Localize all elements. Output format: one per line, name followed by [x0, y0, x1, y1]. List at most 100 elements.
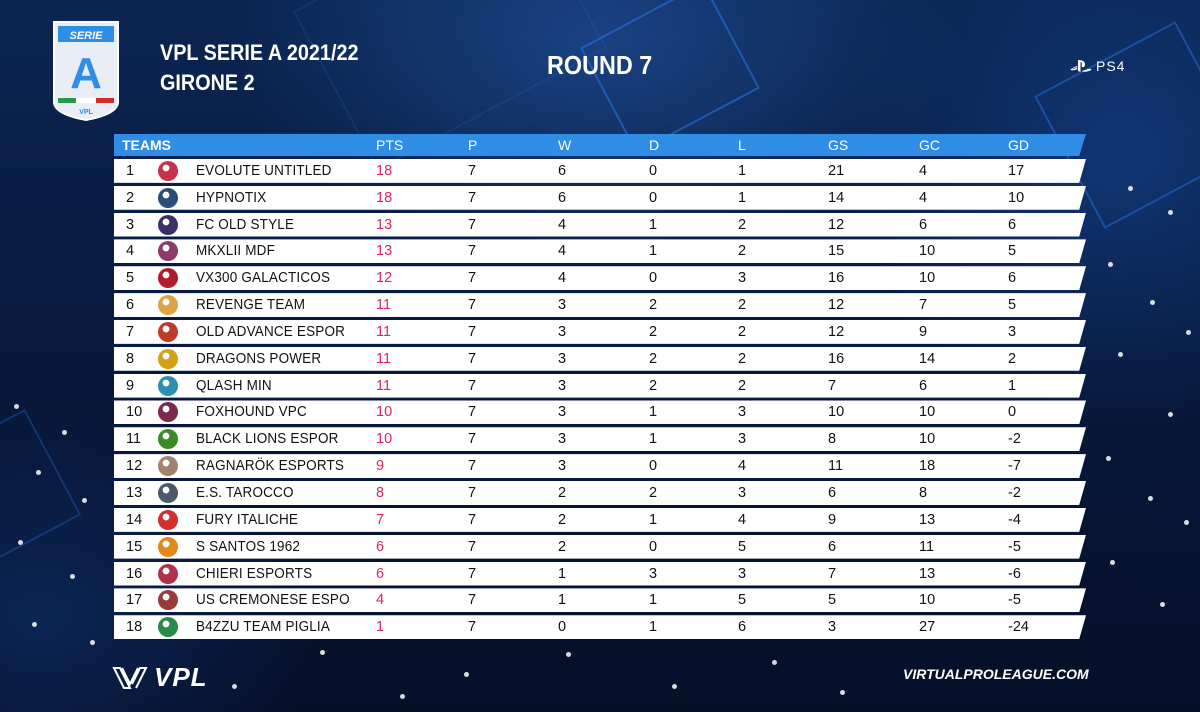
star-dot [772, 660, 777, 665]
cell-gs: 7 [828, 565, 837, 582]
website-label: VIRTUALPROLEAGUE.COM [903, 666, 1089, 682]
team-crest-icon [158, 241, 178, 262]
column-header-p: P [468, 137, 478, 153]
cell-d: 2 [649, 484, 658, 501]
cell-pts: 6 [376, 538, 385, 555]
table-row: 4 MKXLII MDF 13 7 4 1 2 15 10 5 [114, 239, 1086, 264]
cell-gc: 4 [919, 162, 928, 179]
title-block: VPL SERIE A 2021/22 GIRONE 2 [160, 38, 358, 98]
row-position: 8 [126, 350, 135, 367]
cell-w: 3 [558, 458, 567, 475]
star-dot [400, 694, 405, 699]
team-name: B4ZZU TEAM PIGLIA [196, 619, 331, 636]
table-header: TEAMS PTS P W D L GS GC GD [114, 134, 1086, 156]
cell-p: 7 [468, 350, 477, 367]
column-header-gc: GC [919, 137, 940, 153]
cell-gs: 14 [828, 189, 845, 206]
table-row: 5 VX300 GALACTICOS 12 7 4 0 3 16 10 6 [114, 266, 1086, 291]
column-header-w: W [558, 137, 572, 153]
star-dot [232, 684, 237, 689]
row-position: 13 [126, 484, 143, 501]
column-header-gd: GD [1008, 137, 1029, 153]
cell-p: 7 [468, 538, 477, 555]
cell-w: 0 [558, 619, 567, 636]
row-position: 1 [126, 162, 135, 179]
cell-gs: 16 [828, 270, 845, 287]
team-name: MKXLII MDF [196, 243, 276, 260]
row-position: 4 [126, 243, 135, 260]
cell-w: 1 [558, 592, 567, 609]
team-crest-icon [158, 268, 178, 289]
platform-badge: PS4 [1070, 58, 1125, 74]
table-body: 1 EVOLUTE UNTITLED 18 7 6 0 1 21 4 17 2 HYPNOTIX 18 7… [114, 158, 1086, 640]
column-header-pts: PTS [376, 137, 404, 153]
team-name: RAGNARÖK ESPORTS [196, 458, 345, 475]
cell-w: 6 [558, 189, 567, 206]
cell-l: 3 [738, 404, 747, 421]
team-crest-icon [158, 348, 178, 369]
star-dot [14, 404, 19, 409]
column-header-gs: GS [828, 137, 849, 153]
cell-pts: 18 [376, 189, 393, 206]
cell-pts: 10 [376, 404, 393, 421]
star-dot [1108, 262, 1113, 267]
team-crest-icon [158, 214, 178, 235]
star-dot [672, 684, 677, 689]
cell-gd: 5 [1008, 243, 1017, 260]
cell-pts: 6 [376, 565, 385, 582]
cell-gc: 4 [919, 189, 928, 206]
cell-p: 7 [468, 458, 477, 475]
cell-gd: 5 [1008, 297, 1017, 314]
table-row: 3 FC OLD STYLE 13 7 4 1 2 12 6 6 [114, 212, 1086, 237]
cell-gd: 2 [1008, 350, 1017, 367]
row-position: 7 [126, 323, 135, 340]
star-dot [70, 574, 75, 579]
cell-gs: 6 [828, 538, 837, 555]
cell-gs: 9 [828, 511, 837, 528]
table-row: 2 HYPNOTIX 18 7 6 0 1 14 4 10 [114, 185, 1086, 210]
star-dot [1168, 210, 1173, 215]
cell-p: 7 [468, 297, 477, 314]
cell-pts: 7 [376, 511, 385, 528]
team-name: FC OLD STYLE [196, 216, 295, 233]
cell-d: 2 [649, 377, 658, 394]
star-dot [1168, 412, 1173, 417]
team-name: DRAGONS POWER [196, 350, 322, 367]
cell-gs: 12 [828, 297, 845, 314]
cell-gs: 6 [828, 484, 837, 501]
cell-w: 3 [558, 323, 567, 340]
team-crest-icon [158, 402, 178, 423]
vpl-logo: VPL [112, 662, 208, 693]
cell-w: 3 [558, 297, 567, 314]
cell-pts: 1 [376, 619, 385, 636]
cell-pts: 13 [376, 216, 393, 233]
cell-gd: -5 [1008, 538, 1021, 555]
cell-gc: 18 [919, 458, 936, 475]
cell-gc: 6 [919, 216, 928, 233]
row-position: 9 [126, 377, 135, 394]
cell-pts: 8 [376, 484, 385, 501]
cell-gs: 15 [828, 243, 845, 260]
cell-pts: 10 [376, 431, 393, 448]
cell-p: 7 [468, 162, 477, 179]
cell-p: 7 [468, 431, 477, 448]
team-name: HYPNOTIX [196, 189, 267, 206]
cell-d: 1 [649, 404, 658, 421]
cell-gc: 10 [919, 404, 936, 421]
team-name: EVOLUTE UNTITLED [196, 162, 332, 179]
star-dot [1128, 186, 1133, 191]
row-position: 15 [126, 538, 143, 555]
cell-l: 3 [738, 484, 747, 501]
team-crest-icon [158, 456, 178, 477]
table-row: 13 E.S. TAROCCO 8 7 2 2 3 6 8 -2 [114, 480, 1086, 505]
serie-a-logo: SERIE A VPL [50, 18, 122, 122]
cell-d: 2 [649, 350, 658, 367]
team-name: BLACK LIONS ESPOR [196, 431, 339, 448]
cell-w: 1 [558, 565, 567, 582]
column-header-d: D [649, 137, 660, 153]
star-dot [1148, 496, 1153, 501]
cell-gd: 6 [1008, 270, 1017, 287]
team-crest-icon [158, 590, 178, 611]
row-position: 2 [126, 189, 135, 206]
cell-gd: 1 [1008, 377, 1017, 394]
